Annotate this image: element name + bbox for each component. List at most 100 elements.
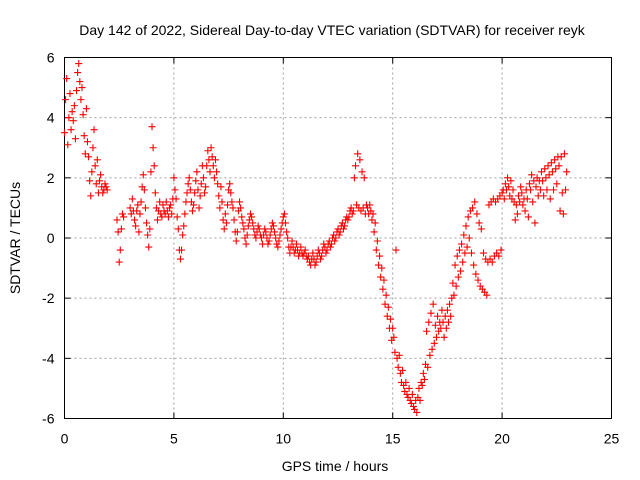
data-point [457, 267, 465, 275]
data-point [415, 384, 423, 392]
data-point [201, 189, 209, 197]
data-point [180, 222, 188, 230]
y-tick-label: 2 [47, 170, 55, 186]
data-point [517, 183, 525, 191]
data-point [218, 198, 226, 206]
data-point [387, 315, 395, 323]
data-point [186, 186, 194, 194]
data-point [219, 216, 227, 224]
x-tick-label: 0 [61, 431, 69, 447]
data-point [249, 219, 257, 227]
data-point [61, 129, 68, 137]
data-point [147, 168, 155, 176]
data-point [557, 153, 565, 161]
data-point [316, 255, 324, 263]
data-point [173, 213, 181, 221]
data-point [360, 174, 368, 182]
data-point [304, 252, 312, 260]
data-point [464, 213, 472, 221]
data-point [497, 246, 505, 254]
axis-ticks [64, 57, 612, 419]
data-point [167, 201, 175, 209]
data-point [470, 261, 478, 269]
data-point [376, 252, 384, 260]
data-point [243, 231, 251, 239]
data-point [556, 207, 564, 215]
data-point [374, 261, 382, 269]
data-point [444, 318, 452, 326]
data-point [429, 300, 437, 308]
data-point [380, 276, 388, 284]
data-point [551, 156, 559, 164]
data-point [70, 102, 78, 110]
data-point [459, 258, 467, 266]
data-point [174, 225, 182, 233]
data-point [553, 180, 561, 188]
data-point [178, 246, 186, 254]
data-point [91, 162, 99, 170]
data-point [79, 111, 87, 119]
data-point [271, 228, 279, 236]
data-point [246, 210, 254, 218]
data-point [185, 174, 193, 182]
data-point [171, 186, 179, 194]
data-point [519, 201, 527, 209]
data-point [498, 189, 506, 197]
data-point [350, 174, 358, 182]
data-point [226, 180, 234, 188]
data-point [117, 225, 125, 233]
x-tick-labels: 0 5 10 15 20 25 [61, 431, 620, 447]
data-point [132, 222, 140, 230]
data-point [68, 108, 76, 116]
data-point [190, 201, 198, 209]
data-point [408, 390, 416, 398]
data-point [280, 210, 288, 218]
data-point [341, 222, 349, 230]
data-point [272, 234, 280, 242]
data-point [423, 327, 431, 335]
data-point [505, 183, 513, 191]
data-point [292, 240, 300, 248]
data-point [563, 168, 571, 176]
data-point [427, 309, 435, 317]
data-point [196, 192, 204, 200]
data-point [471, 198, 479, 206]
data-point [269, 222, 277, 230]
data-point [560, 150, 568, 158]
data-point [474, 276, 482, 284]
data-point [521, 207, 529, 215]
data-point [145, 243, 153, 251]
data-point [128, 195, 136, 203]
data-point [209, 162, 217, 170]
data-point [537, 168, 545, 176]
data-point [327, 240, 335, 248]
y-tick-label: 0 [47, 230, 55, 246]
data-point [89, 144, 97, 152]
data-point [126, 204, 134, 212]
data-point [208, 153, 216, 161]
data-point [473, 210, 481, 218]
data-point [62, 96, 70, 104]
data-point [531, 219, 539, 227]
data-point [191, 189, 199, 197]
data-point [133, 207, 141, 215]
data-point [559, 210, 567, 218]
data-point [276, 231, 284, 239]
data-point [135, 228, 143, 236]
data-point [228, 198, 236, 206]
data-point [193, 168, 201, 176]
data-point [461, 249, 469, 257]
data-point [281, 219, 289, 227]
data-point [483, 291, 491, 299]
data-point [382, 291, 390, 299]
data-point [527, 186, 535, 194]
data-point [77, 96, 85, 104]
data-point [96, 177, 104, 185]
data-point [164, 213, 172, 221]
data-point [525, 180, 533, 188]
data-point [184, 180, 192, 188]
x-tick-label: 15 [385, 431, 401, 447]
data-point [379, 285, 387, 293]
data-point [203, 162, 211, 170]
data-point [541, 165, 549, 173]
